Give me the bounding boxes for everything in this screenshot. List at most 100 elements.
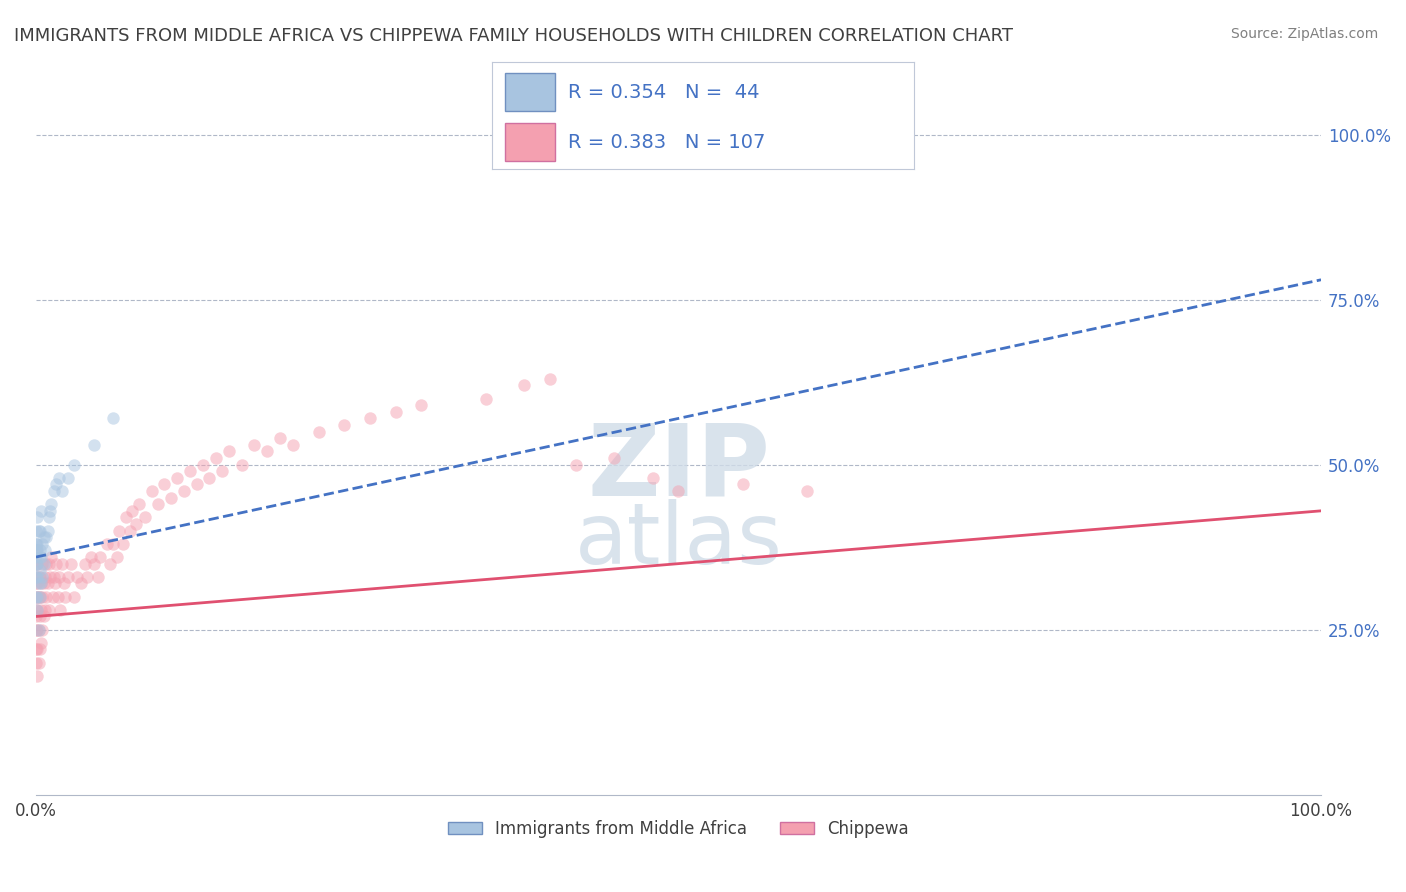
- Point: [186, 477, 208, 491]
- Point: [32, 557, 55, 571]
- Point: [731, 477, 754, 491]
- Text: atlas: atlas: [575, 499, 783, 582]
- Point: [384, 405, 406, 419]
- Point: [269, 431, 291, 445]
- Point: [27, 549, 49, 564]
- Point: [101, 537, 124, 551]
- Point: [160, 491, 183, 505]
- Point: [28, 590, 51, 604]
- Point: [31, 590, 53, 604]
- Point: [30, 603, 52, 617]
- Point: [32, 576, 55, 591]
- Point: [31, 537, 53, 551]
- Point: [27, 590, 49, 604]
- Point: [538, 372, 561, 386]
- Point: [25, 537, 48, 551]
- Point: [25, 570, 48, 584]
- Point: [27, 576, 49, 591]
- Point: [191, 458, 214, 472]
- Point: [30, 576, 52, 591]
- Point: [25, 590, 48, 604]
- Point: [34, 543, 56, 558]
- Point: [205, 450, 228, 465]
- Point: [25, 557, 48, 571]
- Point: [41, 549, 63, 564]
- Point: [128, 497, 150, 511]
- FancyBboxPatch shape: [505, 73, 555, 111]
- Point: [25, 543, 48, 558]
- Point: [41, 497, 63, 511]
- Point: [166, 471, 188, 485]
- Point: [31, 623, 53, 637]
- Point: [73, 557, 96, 571]
- Point: [42, 570, 65, 584]
- Point: [153, 477, 176, 491]
- Point: [105, 549, 128, 564]
- Point: [513, 378, 536, 392]
- Text: R = 0.383   N = 107: R = 0.383 N = 107: [568, 133, 765, 153]
- Point: [42, 483, 65, 498]
- Point: [53, 576, 76, 591]
- Point: [37, 524, 59, 538]
- Point: [25, 543, 48, 558]
- Point: [134, 510, 156, 524]
- Point: [37, 576, 59, 591]
- Point: [28, 563, 51, 577]
- Point: [112, 537, 135, 551]
- Point: [55, 590, 77, 604]
- Point: [25, 570, 48, 584]
- FancyBboxPatch shape: [505, 123, 555, 161]
- Point: [41, 590, 63, 604]
- Text: ZIP: ZIP: [588, 419, 770, 516]
- Point: [32, 609, 55, 624]
- Point: [359, 411, 381, 425]
- Point: [70, 576, 93, 591]
- Point: [25, 576, 48, 591]
- Point: [121, 504, 143, 518]
- Point: [35, 590, 58, 604]
- Point: [51, 557, 73, 571]
- Point: [25, 537, 48, 551]
- Legend: Immigrants from Middle Africa, Chippewa: Immigrants from Middle Africa, Chippewa: [441, 814, 915, 845]
- Text: IMMIGRANTS FROM MIDDLE AFRICA VS CHIPPEWA FAMILY HOUSEHOLDS WITH CHILDREN CORREL: IMMIGRANTS FROM MIDDLE AFRICA VS CHIPPEW…: [14, 27, 1014, 45]
- Point: [25, 656, 48, 670]
- Point: [108, 524, 131, 538]
- Point: [25, 590, 48, 604]
- Point: [333, 417, 356, 432]
- Point: [31, 570, 53, 584]
- Point: [46, 590, 69, 604]
- Point: [28, 642, 51, 657]
- Point: [25, 669, 48, 683]
- Point: [30, 504, 52, 518]
- Point: [125, 516, 148, 531]
- Point: [45, 557, 67, 571]
- Point: [96, 537, 118, 551]
- Point: [218, 444, 240, 458]
- Point: [27, 656, 49, 670]
- Point: [28, 570, 51, 584]
- Point: [281, 438, 304, 452]
- Point: [603, 450, 626, 465]
- Point: [101, 411, 124, 425]
- Point: [28, 609, 51, 624]
- Point: [564, 458, 586, 472]
- Point: [25, 623, 48, 637]
- Point: [66, 570, 89, 584]
- Point: [25, 642, 48, 657]
- Point: [25, 557, 48, 571]
- Point: [49, 603, 72, 617]
- Point: [27, 524, 49, 538]
- Point: [25, 590, 48, 604]
- Point: [56, 471, 79, 485]
- Point: [308, 425, 330, 439]
- Point: [243, 438, 266, 452]
- Point: [30, 549, 52, 564]
- Point: [39, 504, 62, 518]
- Point: [25, 603, 48, 617]
- Point: [100, 557, 122, 571]
- Point: [63, 590, 86, 604]
- Point: [38, 557, 60, 571]
- Point: [25, 510, 48, 524]
- Point: [56, 570, 79, 584]
- Point: [256, 444, 278, 458]
